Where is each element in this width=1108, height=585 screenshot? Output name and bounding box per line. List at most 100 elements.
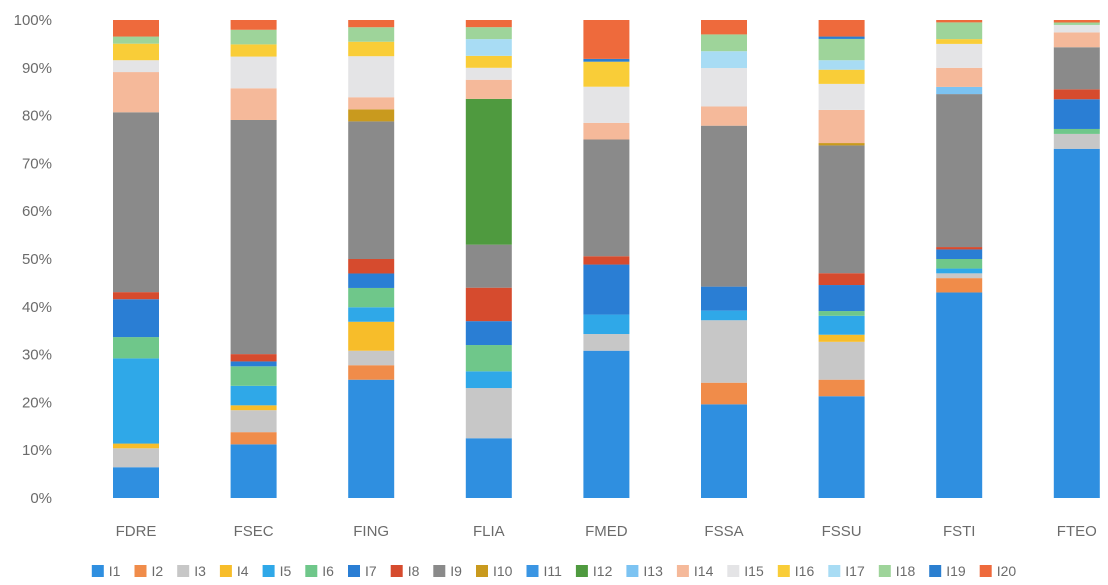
legend-label: I11 (544, 563, 563, 579)
bar-segment-i1-fteo (1053, 148, 1100, 499)
legend-item-i14: I14 (676, 563, 714, 579)
legend-swatch (878, 565, 891, 577)
bar-segment-i16-fsec (230, 44, 277, 57)
bar-segment-i5-flia (465, 371, 512, 389)
bar-segment-i8-fing (348, 259, 395, 274)
bar-segment-i6-fing (348, 287, 395, 308)
bar-segment-i3-fssa (701, 320, 747, 383)
bar-segment-i12-flia (465, 98, 512, 245)
legend-label: I12 (593, 563, 613, 579)
bar-segment-i9-fsec (230, 119, 277, 355)
bar-segment-i15-fmed (583, 86, 630, 123)
bar-segment-i14-fmed (583, 122, 630, 140)
bar-segment-i17-flia (465, 39, 512, 56)
x-category-label: FLIA (473, 523, 505, 540)
bar-segment-i1-fssa (701, 404, 747, 498)
bar-segment-i7-fmed (583, 264, 630, 315)
legend-item-i16: I16 (777, 563, 814, 579)
bar-stack-fteo (1053, 20, 1100, 499)
bar-segment-i7-fteo (1053, 99, 1100, 129)
bar-segment-i20-fssa (701, 20, 747, 35)
legend-label: I4 (237, 563, 249, 579)
bar-segment-i9-fmed (583, 139, 630, 257)
bar-segment-i5-fing (348, 307, 395, 322)
y-tick-label: 70% (22, 155, 52, 172)
bar-stack-fsti (936, 20, 983, 498)
legend-swatch (476, 565, 488, 577)
bar-segment-i18-fing (348, 27, 395, 42)
bar-segment-i14-fteo (1053, 32, 1100, 48)
bar-segment-i1-flia (465, 438, 512, 498)
bar-segment-i9-fdre (113, 112, 159, 293)
bar-segment-i19-fmed (583, 58, 630, 62)
bar-segment-i8-fsti (936, 247, 983, 250)
bar-segment-i5-fsti (936, 268, 983, 274)
y-tick-label: 50% (22, 251, 52, 268)
bar-segment-i15-fdre (113, 60, 159, 73)
bar-segment-i20-fsti (936, 20, 983, 23)
legend-swatch (526, 565, 539, 577)
legend-label: I1 (109, 563, 121, 579)
x-category-label: FING (353, 523, 389, 540)
bar-segment-i4-fdre (113, 443, 159, 449)
legend-swatch (626, 565, 639, 577)
bar-segment-i15-fing (348, 56, 395, 98)
legend-label: I19 (946, 563, 966, 579)
legend: I1 I2 I3 I4 I5 I6 I7 I8 I9 I10 I11 I12 I13 I14 I15 I16 I… (91, 563, 1016, 579)
bar-segment-i19-fssu (818, 36, 865, 39)
bar-stack-fsec (230, 20, 277, 498)
bar-segment-i9-fsti (936, 94, 983, 248)
legend-swatch (676, 565, 689, 577)
legend-swatch (390, 565, 403, 577)
legend-item-i1: I1 (91, 563, 121, 579)
legend-swatch (979, 565, 992, 577)
bar-segment-i18-flia (465, 27, 512, 40)
bar-segment-i18-fssu (818, 38, 865, 61)
bar-segment-i8-flia (465, 287, 512, 322)
bar-segment-i3-flia (465, 388, 512, 439)
bar-segment-i14-fdre (113, 72, 159, 113)
bar-segment-i8-fteo (1053, 89, 1100, 100)
bar-segment-i15-fssa (701, 68, 747, 107)
legend-item-i10: I10 (476, 563, 513, 579)
legend-item-i15: I15 (727, 563, 764, 579)
legend-item-i5: I5 (262, 563, 292, 579)
legend-label: I10 (493, 563, 513, 579)
legend-item-i3: I3 (177, 563, 206, 579)
legend-item-i20: I20 (979, 563, 1016, 579)
bar-segment-i6-fteo (1053, 128, 1100, 134)
legend-label: I5 (280, 563, 292, 579)
x-category-label: FSTI (943, 523, 976, 540)
bar-segment-i8-fdre (113, 292, 159, 300)
bar-segment-i7-flia (465, 321, 512, 346)
bar-segment-i15-fssu (818, 83, 865, 110)
bar-segment-i14-fsti (936, 67, 983, 87)
legend-label: I14 (694, 563, 714, 579)
bar-segment-i3-fteo (1053, 133, 1100, 149)
legend-swatch (262, 565, 275, 577)
bar-segment-i10-fssu (818, 143, 865, 146)
bar-segment-i13-fsti (936, 86, 983, 95)
bar-stack-fssa (701, 20, 747, 498)
legend-swatch (727, 565, 740, 577)
bar-segment-i20-flia (465, 20, 512, 28)
bar-segment-i14-fsec (230, 88, 277, 120)
bar-segment-i18-fsec (230, 29, 277, 45)
bar-segment-i8-fssu (818, 273, 865, 286)
bar-segment-i7-fdre (113, 299, 159, 338)
legend-label: I13 (643, 563, 663, 579)
legend-swatch (777, 565, 790, 577)
bar-segment-i18-fdre (113, 36, 159, 44)
legend-item-i19: I19 (929, 563, 966, 579)
bar-stack-fssu (818, 20, 865, 498)
y-tick-label: 30% (22, 347, 52, 364)
legend-item-i6: I6 (305, 563, 334, 579)
x-axis: FDRE FSEC FING FLIA FMED FSSA FSSU FSTI FTEO (116, 523, 1097, 540)
legend-item-i2: I2 (134, 563, 163, 579)
bar-segment-i2-fsti (936, 278, 983, 293)
legend-swatch (348, 565, 360, 577)
bar-segment-i15-flia (465, 67, 512, 80)
x-category-label: FDRE (116, 523, 157, 540)
bar-segment-i16-fing (348, 41, 395, 57)
